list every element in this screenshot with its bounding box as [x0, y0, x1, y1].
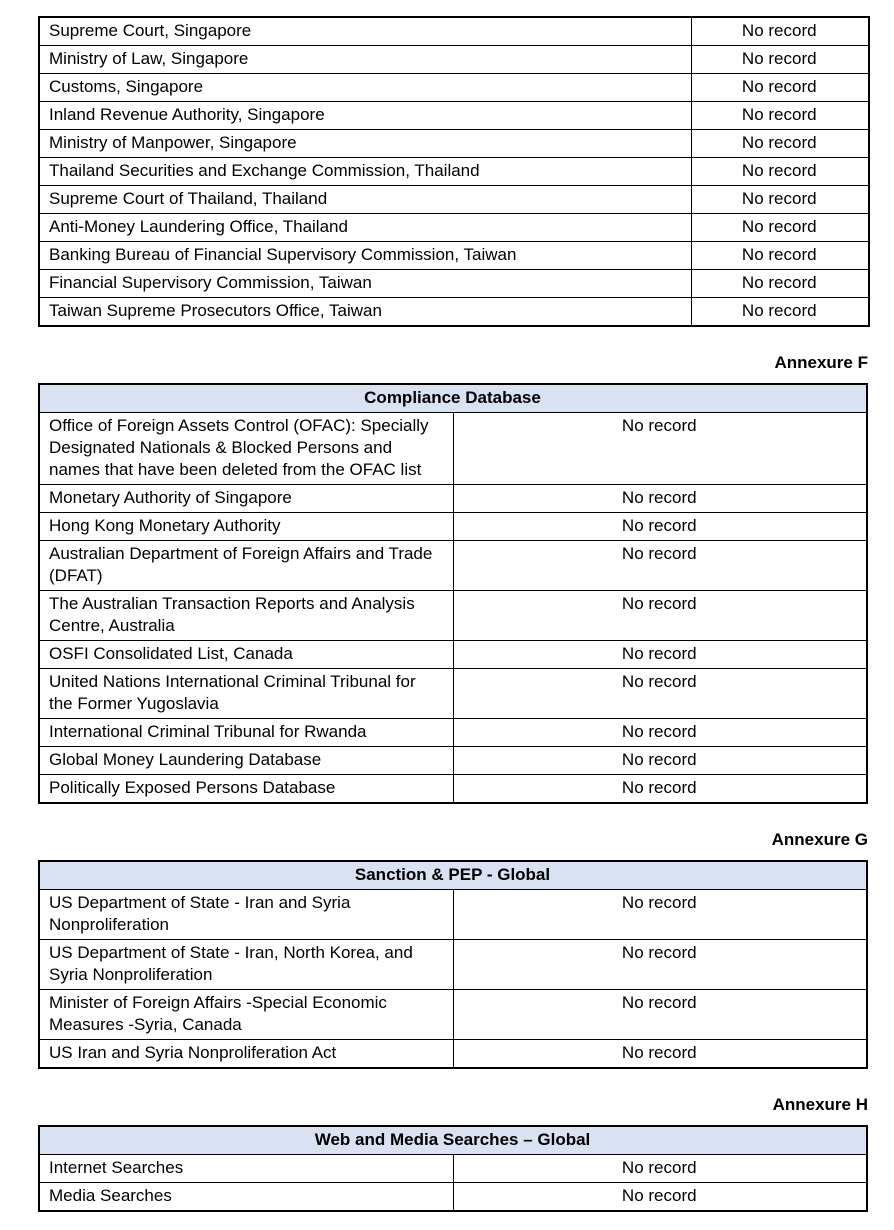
source-cell: Financial Supervisory Commission, Taiwan [38, 269, 692, 298]
result-cell: No record [690, 45, 870, 74]
source-cell: United Nations International Criminal Tr… [38, 668, 454, 719]
source-cell: Supreme Court, Singapore [38, 16, 692, 46]
table-row: Minister of Foreign Affairs -Special Eco… [38, 989, 868, 1040]
result-cell: No record [452, 774, 868, 804]
table-row: Financial Supervisory Commission, Taiwan… [38, 269, 870, 298]
source-cell: Australian Department of Foreign Affairs… [38, 540, 454, 591]
table-row: International Criminal Tribunal for Rwan… [38, 718, 868, 747]
table-row: The Australian Transaction Reports and A… [38, 590, 868, 641]
table-row: Supreme Court, Singapore No record [38, 16, 870, 46]
result-cell: No record [452, 640, 868, 669]
source-cell: Inland Revenue Authority, Singapore [38, 101, 692, 130]
source-cell: US Iran and Syria Nonproliferation Act [38, 1039, 454, 1069]
source-cell: Global Money Laundering Database [38, 746, 454, 775]
source-cell: Minister of Foreign Affairs -Special Eco… [38, 989, 454, 1040]
web-media-searches-table: Web and Media Searches – Global Internet… [38, 1125, 868, 1212]
result-cell: No record [452, 989, 868, 1040]
table-row: Anti-Money Laundering Office, Thailand N… [38, 213, 870, 242]
source-cell: Office of Foreign Assets Control (OFAC):… [38, 412, 454, 485]
source-cell: Ministry of Manpower, Singapore [38, 129, 692, 158]
table-header-row: Web and Media Searches – Global [38, 1125, 868, 1155]
result-cell: No record [452, 590, 868, 641]
table-row: Monetary Authority of Singapore No recor… [38, 484, 868, 513]
result-cell: No record [452, 1182, 868, 1212]
source-cell: OSFI Consolidated List, Canada [38, 640, 454, 669]
source-cell: Supreme Court of Thailand, Thailand [38, 185, 692, 214]
source-cell: Monetary Authority of Singapore [38, 484, 454, 513]
table-header-row: Sanction & PEP - Global [38, 860, 868, 890]
source-cell: Internet Searches [38, 1154, 454, 1183]
result-cell: No record [452, 540, 868, 591]
result-cell: No record [690, 269, 870, 298]
table-row: Thailand Securities and Exchange Commiss… [38, 157, 870, 186]
result-cell: No record [690, 185, 870, 214]
table-row: US Iran and Syria Nonproliferation Act N… [38, 1039, 868, 1069]
annexure-f-label: Annexure F [774, 353, 868, 372]
result-cell: No record [452, 1039, 868, 1069]
source-cell: Customs, Singapore [38, 73, 692, 102]
source-cell: US Department of State - Iran, North Kor… [38, 939, 454, 990]
source-cell: Ministry of Law, Singapore [38, 45, 692, 74]
table-row: US Department of State - Iran and Syria … [38, 889, 868, 940]
result-cell: No record [690, 241, 870, 270]
result-cell: No record [452, 1154, 868, 1183]
table-row: Taiwan Supreme Prosecutors Office, Taiwa… [38, 297, 870, 327]
table-row: Global Money Laundering Database No reco… [38, 746, 868, 775]
result-cell: No record [690, 297, 870, 327]
result-cell: No record [452, 512, 868, 541]
result-cell: No record [452, 412, 868, 485]
table-row: US Department of State - Iran, North Kor… [38, 939, 868, 990]
source-cell: Hong Kong Monetary Authority [38, 512, 454, 541]
result-cell: No record [452, 889, 868, 940]
table-row: Customs, Singapore No record [38, 73, 870, 102]
result-cell: No record [452, 668, 868, 719]
result-cell: No record [690, 101, 870, 130]
source-cell: Banking Bureau of Financial Supervisory … [38, 241, 692, 270]
result-cell: No record [690, 129, 870, 158]
table-row: Inland Revenue Authority, Singapore No r… [38, 101, 870, 130]
table-row: Banking Bureau of Financial Supervisory … [38, 241, 870, 270]
table-row: Ministry of Law, Singapore No record [38, 45, 870, 74]
table-row: Hong Kong Monetary Authority No record [38, 512, 868, 541]
table-title: Web and Media Searches – Global [38, 1125, 868, 1155]
table-row: United Nations International Criminal Tr… [38, 668, 868, 719]
table-row: Media Searches No record [38, 1182, 868, 1212]
source-cell: Media Searches [38, 1182, 454, 1212]
table-title: Sanction & PEP - Global [38, 860, 868, 890]
source-cell: Anti-Money Laundering Office, Thailand [38, 213, 692, 242]
table-row: Supreme Court of Thailand, Thailand No r… [38, 185, 870, 214]
table-row: Politically Exposed Persons Database No … [38, 774, 868, 804]
result-cell: No record [452, 746, 868, 775]
result-cell: No record [690, 16, 870, 46]
source-cell: Thailand Securities and Exchange Commiss… [38, 157, 692, 186]
sanction-pep-global-table: Sanction & PEP - Global US Department of… [38, 860, 868, 1069]
table-row: OSFI Consolidated List, Canada No record [38, 640, 868, 669]
table-row: Australian Department of Foreign Affairs… [38, 540, 868, 591]
result-cell: No record [452, 718, 868, 747]
table-row: Internet Searches No record [38, 1154, 868, 1183]
result-cell: No record [690, 213, 870, 242]
annexure-h-label: Annexure H [772, 1095, 868, 1114]
source-cell: International Criminal Tribunal for Rwan… [38, 718, 454, 747]
result-cell: No record [690, 157, 870, 186]
table-row: Ministry of Manpower, Singapore No recor… [38, 129, 870, 158]
table-header-row: Compliance Database [38, 383, 868, 413]
annexure-g-label: Annexure G [771, 830, 868, 849]
source-cell: Taiwan Supreme Prosecutors Office, Taiwa… [38, 297, 692, 327]
source-cell: US Department of State - Iran and Syria … [38, 889, 454, 940]
result-cell: No record [452, 939, 868, 990]
source-cell: Politically Exposed Persons Database [38, 774, 454, 804]
result-cell: No record [690, 73, 870, 102]
continuation-table: Supreme Court, Singapore No record Minis… [38, 16, 870, 327]
compliance-database-table: Compliance Database Office of Foreign As… [38, 383, 868, 804]
table-title: Compliance Database [38, 383, 868, 413]
result-cell: No record [452, 484, 868, 513]
table-row: Office of Foreign Assets Control (OFAC):… [38, 412, 868, 485]
source-cell: The Australian Transaction Reports and A… [38, 590, 454, 641]
